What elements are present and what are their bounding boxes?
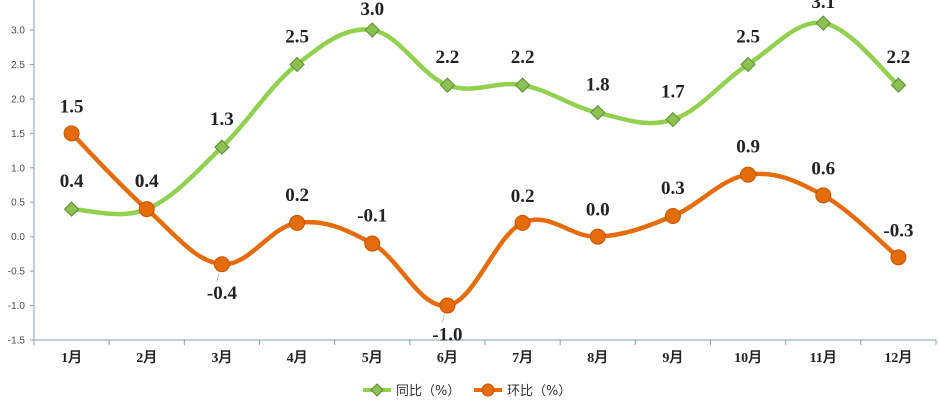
x-tick-label: 4月 xyxy=(287,350,308,366)
mom-data-label: 0.9 xyxy=(736,137,760,158)
yoy-data-label: 0.4 xyxy=(135,171,159,192)
mom-data-label: -1.0 xyxy=(432,325,462,346)
yoy-data-label: 2.2 xyxy=(887,47,911,68)
legend-label: 同比（%） xyxy=(396,384,460,399)
yoy-data-label: 2.2 xyxy=(511,47,535,68)
mom-point-marker xyxy=(289,214,306,231)
yoy-point-marker xyxy=(815,15,831,31)
mom-data-label: 0.2 xyxy=(285,185,309,206)
axes-group: 3.0 2.5 2.0 1.5 1.0 0.5 0.0 -0.5 -1.0 -1.5 1月 2月 3月 4… xyxy=(8,0,937,366)
yoy-data-label: 3.0 xyxy=(360,0,384,20)
yoy-point-marker xyxy=(364,22,380,38)
yoy-data-label: 1.3 xyxy=(210,109,234,130)
mom-data-label: -0.4 xyxy=(207,283,238,304)
yoy-point-marker xyxy=(214,139,230,155)
yoy-point-marker xyxy=(439,77,456,93)
legend-circle-icon xyxy=(481,383,495,397)
mom-data-label: 1.5 xyxy=(60,96,84,117)
mom-point-marker xyxy=(664,208,681,224)
yoy-data-label: 3.1 xyxy=(811,0,835,13)
y-tick-label: -1.0 xyxy=(8,301,26,312)
yoy-data-label: 1.8 xyxy=(586,75,610,96)
yoy-data-label: 2.5 xyxy=(736,26,760,47)
legend-diamond-icon xyxy=(370,383,384,397)
yoy-data-label: 2.5 xyxy=(285,26,309,47)
x-tick-label: 8月 xyxy=(587,350,608,366)
yoy-point-marker xyxy=(289,56,305,73)
mom-point-marker xyxy=(740,166,757,183)
x-tick-label: 7月 xyxy=(512,350,533,366)
mom-data-label: 0.3 xyxy=(661,178,685,199)
x-tick-label: 11月 xyxy=(810,350,837,366)
x-tick-label: 9月 xyxy=(662,350,683,366)
mom-point-marker xyxy=(213,256,230,273)
yoy-point-marker xyxy=(590,104,606,121)
yoy-point-marker xyxy=(514,77,531,93)
yoy-point-marker xyxy=(665,111,681,128)
yoy-data-label: 1.7 xyxy=(661,82,685,103)
mom-point-marker xyxy=(890,249,907,266)
mom-point-marker xyxy=(138,201,155,218)
label-leader-line xyxy=(441,314,445,323)
mom-data-label: -0.3 xyxy=(883,220,913,241)
legend-label: 环比（%） xyxy=(507,384,571,399)
mom-point-marker xyxy=(589,228,606,245)
mom-data-label: 0.2 xyxy=(511,186,535,207)
x-tick-label: 3月 xyxy=(211,350,232,366)
mom-data-label: 0.6 xyxy=(811,158,835,179)
y-tick-label: 0.0 xyxy=(11,232,25,243)
x-tick-label: 6月 xyxy=(437,350,458,366)
x-tick-label: 1月 xyxy=(61,350,82,366)
data-labels-group: 0.4 0.4 1.3 2.5 3.0 2.2 2.2 1.8 1.7 2.5 3.1 2.2 1.5 0… xyxy=(60,0,914,346)
mom-point-marker xyxy=(63,125,80,142)
y-tick-label: -0.5 xyxy=(8,267,26,278)
x-tick-label: 12月 xyxy=(884,350,912,366)
series-line-yoy xyxy=(69,20,901,217)
x-tick-label: 2月 xyxy=(136,350,157,366)
x-tick-label: 5月 xyxy=(362,350,383,366)
y-tick-label: 2.5 xyxy=(11,60,25,71)
series-markers-group xyxy=(63,15,907,314)
y-tick-label: 1.0 xyxy=(11,163,25,174)
legend: 同比（%） 环比（%） xyxy=(363,383,571,399)
yoy-point-marker xyxy=(740,56,756,73)
label-leader-line xyxy=(216,273,220,282)
y-tick-label: 1.5 xyxy=(11,129,25,140)
mom-point-marker xyxy=(439,297,456,314)
mom-point-marker xyxy=(514,214,531,231)
mom-data-label: -0.1 xyxy=(357,206,387,227)
y-tick-label: -1.5 xyxy=(8,336,26,347)
mom-point-marker xyxy=(364,235,381,252)
yoy-point-marker xyxy=(890,77,907,93)
yoy-data-label: 2.2 xyxy=(436,47,460,68)
yoy-point-marker xyxy=(63,201,80,217)
series-line-mom xyxy=(69,131,901,308)
yoy-data-label: 0.4 xyxy=(60,171,84,192)
mom-point-marker xyxy=(815,187,832,204)
series-lines-group xyxy=(69,20,901,308)
mom-data-label: 0.4 xyxy=(135,171,159,192)
mom-data-label: 0.0 xyxy=(586,200,610,221)
y-tick-label: 0.5 xyxy=(11,198,25,209)
y-tick-label: 2.0 xyxy=(11,94,25,105)
y-tick-label: 3.0 xyxy=(11,26,25,37)
x-tick-label: 10月 xyxy=(734,350,762,366)
